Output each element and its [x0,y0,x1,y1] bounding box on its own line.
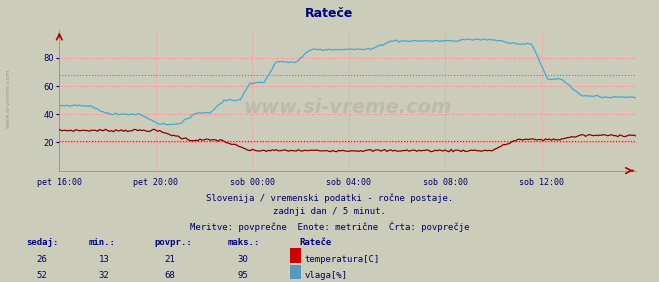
Text: vlaga[%]: vlaga[%] [304,271,347,280]
Text: www.si-vreme.com: www.si-vreme.com [243,98,452,117]
Text: sedaj:: sedaj: [26,238,59,247]
Text: 68: 68 [165,271,175,280]
Text: min.:: min.: [89,238,116,247]
Text: pet 20:00: pet 20:00 [133,178,178,187]
Text: Meritve: povprečne  Enote: metrične  Črta: povprečje: Meritve: povprečne Enote: metrične Črta:… [190,221,469,232]
Text: sob 00:00: sob 00:00 [230,178,275,187]
Text: 52: 52 [36,271,47,280]
Text: sob 08:00: sob 08:00 [422,178,468,187]
Text: povpr.:: povpr.: [155,238,192,247]
Text: 30: 30 [237,255,248,264]
Text: maks.:: maks.: [227,238,260,247]
Text: temperatura[C]: temperatura[C] [304,255,380,264]
Text: zadnji dan / 5 minut.: zadnji dan / 5 minut. [273,207,386,216]
Text: sob 04:00: sob 04:00 [326,178,371,187]
Text: sob 12:00: sob 12:00 [519,178,564,187]
Text: 32: 32 [99,271,109,280]
Text: 95: 95 [237,271,248,280]
Text: pet 16:00: pet 16:00 [37,178,82,187]
Text: www.si-vreme.com: www.si-vreme.com [5,69,11,128]
Text: Rateče: Rateče [300,238,332,247]
Text: 21: 21 [165,255,175,264]
Text: 26: 26 [36,255,47,264]
Text: 13: 13 [99,255,109,264]
Text: Rateče: Rateče [305,7,354,20]
Text: Slovenija / vremenski podatki - ročne postaje.: Slovenija / vremenski podatki - ročne po… [206,193,453,203]
